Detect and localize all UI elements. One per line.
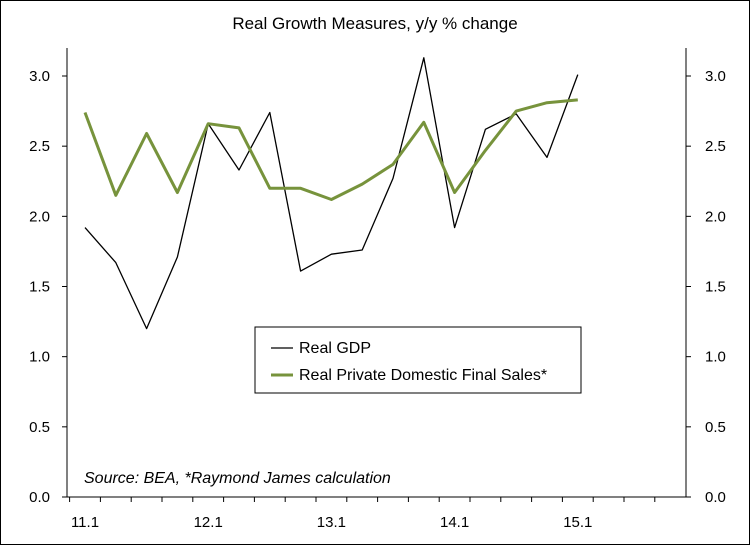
y-left-tick-label: 1.0 bbox=[29, 349, 50, 366]
chart-title: Real Growth Measures, y/y % change bbox=[232, 14, 517, 33]
legend: Real GDP Real Private Domestic Final Sal… bbox=[254, 326, 582, 394]
y-right-tick-label: 3.0 bbox=[705, 68, 726, 85]
legend-label-real-gdp: Real GDP bbox=[299, 340, 371, 357]
y-left-tick-label: 2.5 bbox=[29, 138, 50, 155]
series-line-private-final-sales bbox=[83, 98, 578, 201]
y-right-tick-label: 1.0 bbox=[705, 349, 726, 366]
source-annotation: Source: BEA, *Raymond James calculation bbox=[84, 470, 391, 487]
y-left-tick-label: 2.0 bbox=[29, 208, 50, 225]
series-line-real-gdp bbox=[84, 57, 579, 330]
y-left-tick-label: 1.5 bbox=[29, 279, 50, 296]
y-right-tick-label: 2.0 bbox=[705, 208, 726, 225]
x-tick-label: 13.1 bbox=[317, 514, 346, 531]
y-right-tick-label: 0.0 bbox=[705, 489, 726, 506]
y-left-tick-label: 0.0 bbox=[29, 489, 50, 506]
x-tick-label: 12.1 bbox=[194, 514, 223, 531]
y-right-tick-label: 2.5 bbox=[705, 138, 726, 155]
y-left-tick-label: 3.0 bbox=[29, 68, 50, 85]
x-tick-label: 11.1 bbox=[71, 514, 99, 531]
legend-label-private-final-sales: Real Private Domestic Final Sales* bbox=[299, 367, 547, 384]
axes: 0.0 0.5 1.0 1.5 2.0 2.5 3.0 0.0 0.5 1.0 1.5 2.0 2.5 3… bbox=[29, 48, 726, 531]
y-right-tick-label: 1.5 bbox=[705, 279, 726, 296]
series-lines bbox=[83, 57, 579, 330]
x-tick-label: 14.1 bbox=[440, 514, 469, 531]
x-tick-label: 15.1 bbox=[563, 514, 592, 531]
y-right-tick-label: 0.5 bbox=[705, 419, 726, 436]
legend-box bbox=[254, 326, 582, 394]
y-left-tick-label: 0.5 bbox=[29, 419, 50, 436]
